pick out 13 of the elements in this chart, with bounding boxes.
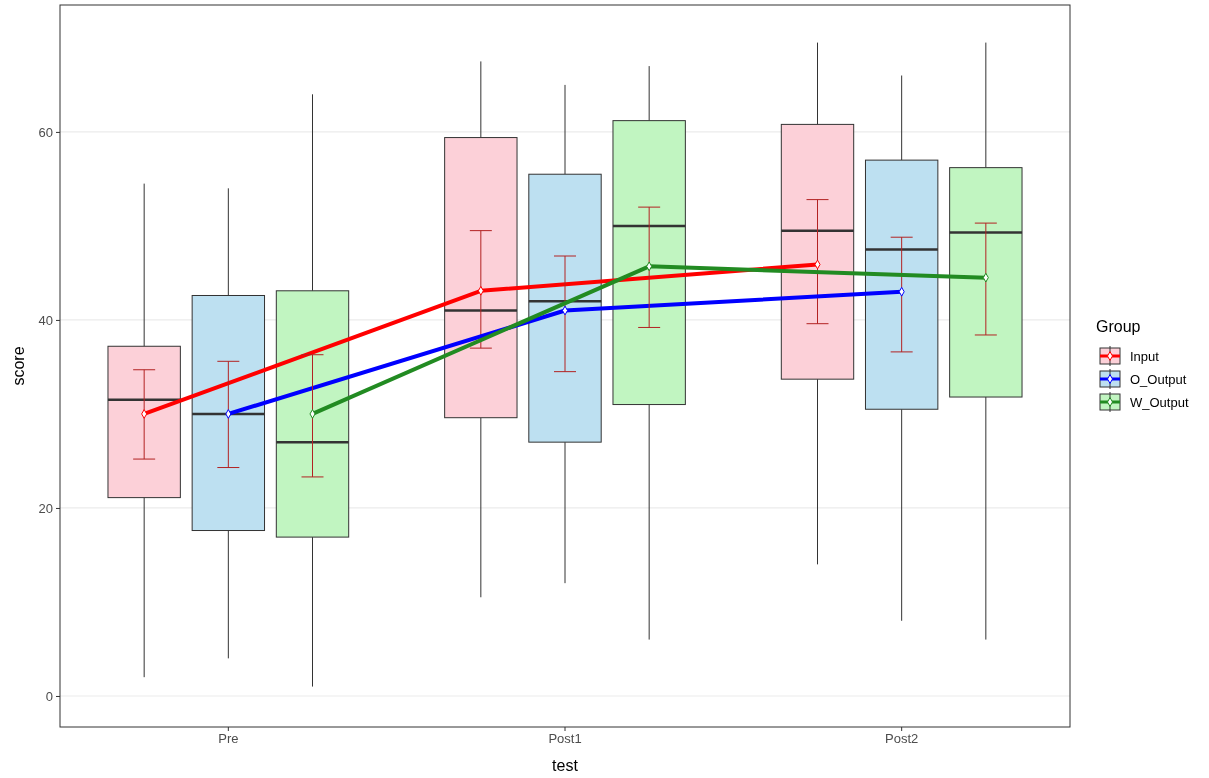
x-axis-title: test — [552, 757, 579, 774]
x-tick-label: Pre — [218, 731, 239, 747]
y-tick-label: 0 — [45, 688, 53, 704]
y-tick-label: 60 — [38, 124, 53, 140]
y-tick-label: 40 — [38, 312, 53, 328]
legend-title: Group — [1096, 318, 1141, 335]
x-tick-label: Post2 — [885, 731, 919, 747]
y-axis-title: score — [10, 346, 27, 386]
x-tick-label: Post1 — [548, 731, 582, 747]
legend-label: W_Output — [1130, 395, 1189, 410]
legend-label: O_Output — [1130, 372, 1187, 387]
legend-label: Input — [1130, 349, 1160, 364]
y-tick-label: 20 — [38, 500, 53, 516]
